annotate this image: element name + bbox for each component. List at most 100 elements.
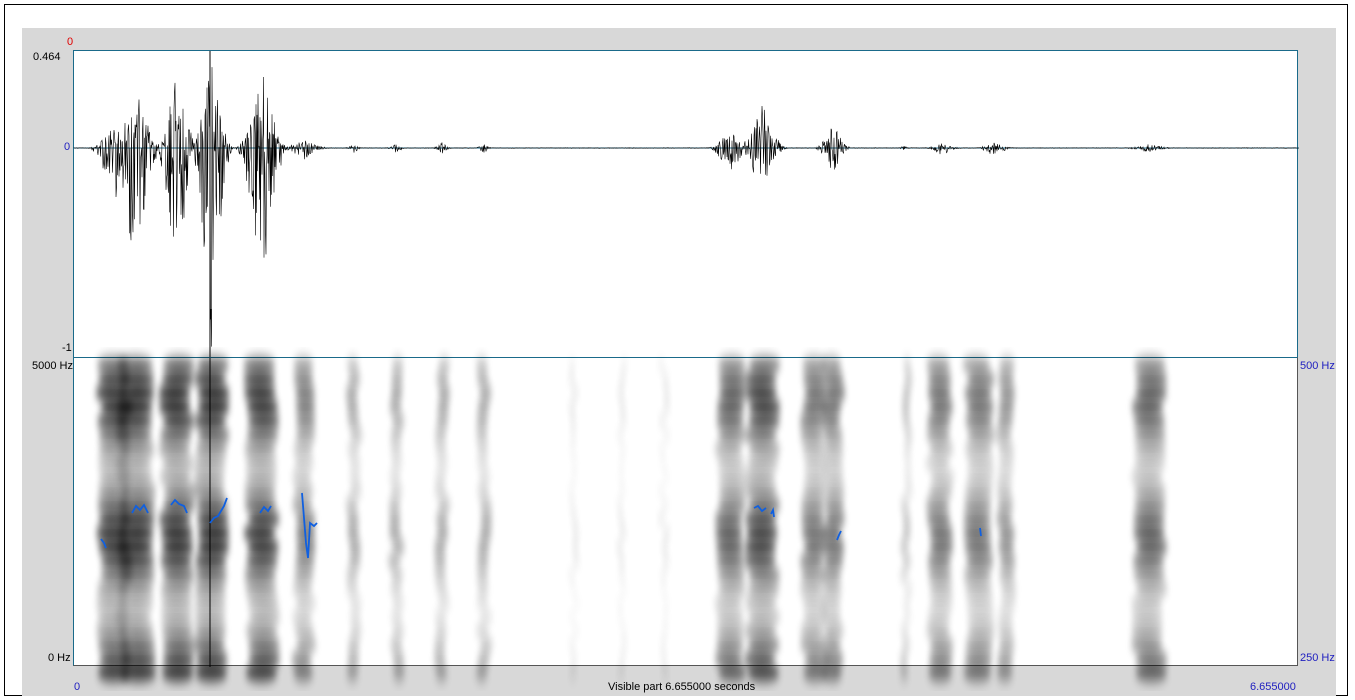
spectrogram-blob — [347, 650, 360, 668]
spectrogram-blob — [477, 580, 490, 598]
visible-part-label[interactable]: Visible part 6.655000 seconds — [608, 681, 756, 693]
spectrogram-blob — [618, 566, 625, 584]
spectrogram-blob — [903, 440, 912, 458]
spectrogram-blob — [1131, 398, 1164, 416]
spectrogram-blob — [660, 566, 667, 584]
spectrogram-blob — [1134, 482, 1167, 500]
spectrogram-blob — [346, 356, 359, 374]
spectrogram-blob — [390, 608, 403, 626]
spectrogram-blob — [902, 594, 911, 612]
spectrogram-blob — [480, 384, 493, 402]
spectrogram-blob — [117, 524, 154, 542]
spectrogram-blob — [245, 468, 278, 486]
time-end: 6.655000 — [1250, 681, 1296, 693]
spectrogram-blob — [348, 468, 361, 486]
spectrogram-blob — [389, 426, 402, 444]
spectrogram-blob — [929, 398, 954, 416]
spectrogram-blob — [1134, 496, 1167, 514]
spectrogram-blob — [713, 440, 742, 458]
spectrogram-blob — [477, 538, 490, 556]
spectrogram-blob — [434, 426, 447, 444]
spectrogram-blob — [825, 384, 846, 402]
spectrogram-blob — [292, 580, 313, 598]
spectrogram-blob — [799, 426, 824, 444]
spectrogram-blob — [925, 622, 950, 640]
spectrogram-blob — [195, 664, 228, 682]
spectrogram-blob — [1132, 510, 1165, 528]
spectrogram-blob — [804, 384, 829, 402]
spectrogram-blob — [161, 664, 194, 682]
spectrogram-blob — [799, 636, 824, 654]
spectrogram-blob — [476, 552, 489, 570]
spectrogram-blob — [346, 524, 359, 542]
spectrogram-blob — [743, 650, 776, 668]
spectrogram-blob — [568, 566, 575, 584]
spectrogram-blob — [996, 468, 1013, 486]
spectrogram-blob — [927, 552, 952, 570]
spectrogram-blob — [1135, 664, 1168, 682]
spectrogram-blob — [1130, 594, 1163, 612]
spectrogram-blob — [243, 566, 276, 584]
spectrogram-blob — [291, 608, 312, 626]
waveform-panel[interactable] — [73, 50, 1299, 358]
spectrogram-blob — [997, 370, 1014, 388]
spectrogram-blob — [663, 384, 670, 402]
spectrogram-blob — [714, 524, 743, 542]
spectrogram-blob — [713, 594, 742, 612]
spectrogram-blob — [929, 580, 954, 598]
spectrogram-plot[interactable] — [74, 356, 1299, 682]
spectrogram-blob — [248, 650, 281, 668]
spectrogram-blob — [389, 440, 402, 458]
spectrogram-blob — [1133, 566, 1166, 584]
spectrogram-blob — [115, 426, 152, 444]
spectrogram-blob — [616, 538, 623, 556]
spectrogram-blob — [965, 636, 994, 654]
spectrogram-blob — [160, 594, 193, 612]
spectrogram-blob — [718, 370, 747, 388]
spectrogram-blob — [433, 650, 446, 668]
spectrogram-blob — [714, 650, 743, 668]
spectrogram-blob — [748, 356, 781, 374]
spectrogram-blob — [663, 468, 669, 486]
spectrogram-panel[interactable] — [73, 356, 1299, 682]
spectrogram-blob — [568, 398, 575, 416]
spectrogram-blob — [95, 524, 128, 542]
spectrogram-blob — [747, 580, 780, 598]
spectrogram-blob — [900, 664, 909, 682]
spectrogram-blob — [116, 412, 153, 430]
spectrogram-blob — [568, 370, 575, 388]
spectrogram-blob — [966, 608, 995, 626]
spectrogram-blob — [825, 510, 846, 528]
spectrogram-blob — [348, 552, 361, 570]
spectrogram-blob — [803, 608, 828, 626]
spectrogram-blob — [903, 356, 912, 374]
spectrogram-blob — [662, 370, 669, 388]
spectrogram-blob — [433, 538, 446, 556]
spectrogram-blob — [192, 482, 225, 500]
spectrogram-blob — [438, 356, 451, 374]
pitch-segment — [770, 507, 775, 518]
spectrogram-blob — [716, 552, 745, 570]
waveform-plot[interactable] — [73, 51, 1299, 358]
spectrogram-blob — [900, 622, 909, 640]
spectrogram-blob — [928, 650, 953, 668]
spectrogram-blob — [197, 538, 230, 556]
spectrogram-blob — [799, 412, 824, 430]
spectrogram-blob — [1135, 384, 1168, 402]
spectrogram-blob — [246, 552, 279, 570]
waveform-y-max: 0.464 — [33, 51, 61, 63]
spectrogram-blob — [926, 608, 951, 626]
spectrogram-blob — [997, 412, 1014, 430]
spectrogram-blob — [927, 370, 952, 388]
spectrogram-blob — [800, 566, 825, 584]
spectrogram-blob — [569, 664, 576, 682]
spectrogram-blob — [247, 538, 280, 556]
spectrogram-blob — [963, 664, 992, 682]
spectrogram-blob — [618, 552, 625, 570]
spectrogram-blob — [620, 440, 627, 458]
spectrogram-blob — [476, 412, 489, 430]
spectrogram-blob — [293, 356, 314, 374]
spectrogram-blob — [120, 482, 157, 500]
spectrogram-blob — [903, 552, 912, 570]
spectrogram-blob — [996, 664, 1013, 682]
